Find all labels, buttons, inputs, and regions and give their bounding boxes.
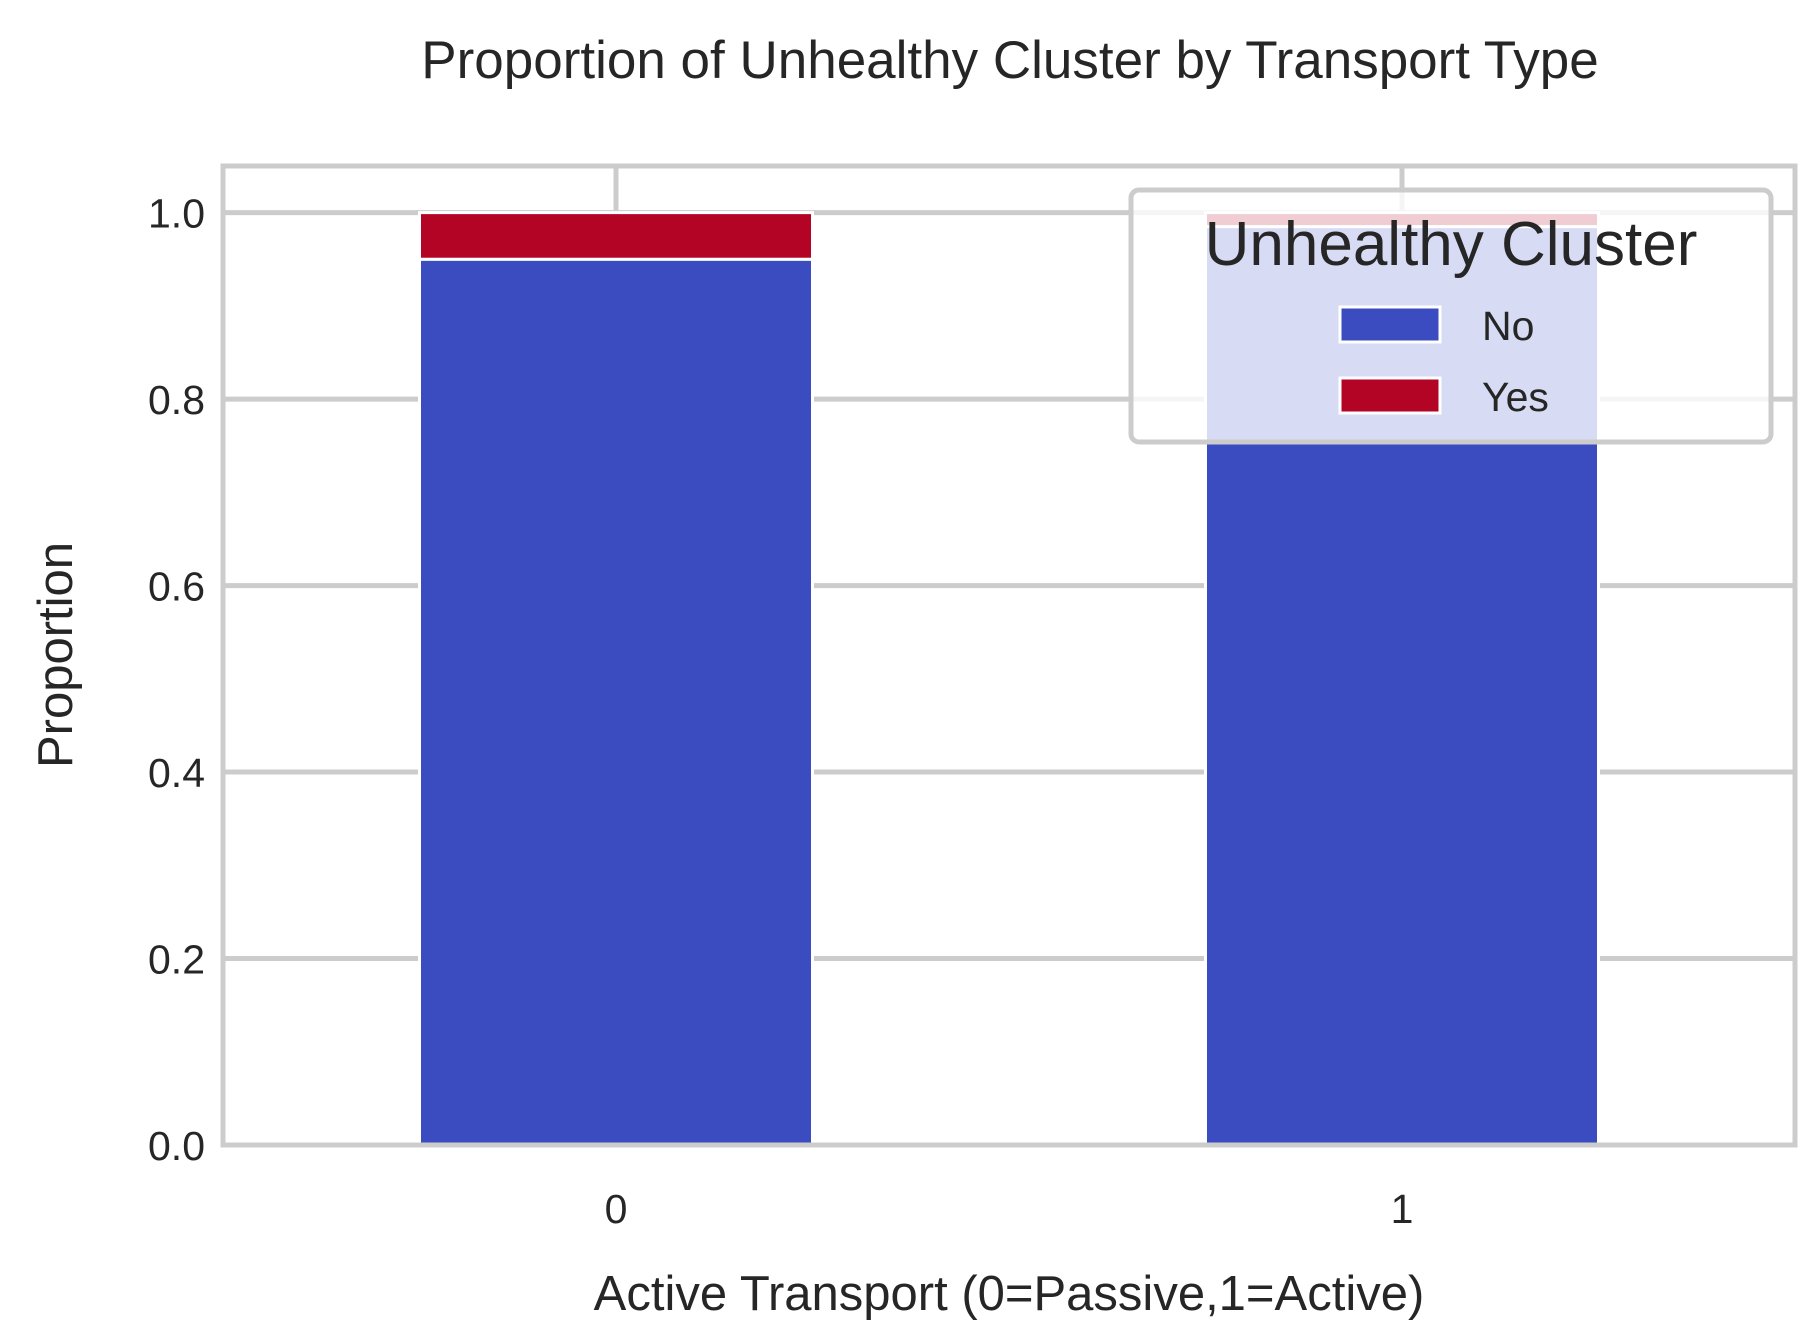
plot-frame [220,163,1798,1148]
bar-yes-0 [418,211,814,261]
legend-title: Unhealthy Cluster [1205,210,1698,279]
legend-frame [1128,187,1774,445]
x-tick-label: 1 [1391,1186,1414,1232]
legend-swatch-yes [1338,376,1442,415]
legend-swatch-no [1338,305,1442,344]
y-axis-label: Proportion [29,542,83,768]
y-tick-label: 0.8 [148,377,205,423]
legend-label-no: No [1482,303,1534,349]
x-axis-label: Active Transport (0=Passive,1=Active) [594,1267,1425,1321]
y-tick-label: 0.2 [148,937,205,983]
ticks-layer: 0.0 0.2 0.4 0.6 0.8 1.0 0 1 [148,191,1413,1232]
y-tick-label: 1.0 [148,191,205,237]
bar-no-0 [418,257,814,1147]
chart-title: Proportion of Unhealthy Cluster by Trans… [421,31,1598,90]
legend-label-yes: Yes [1482,374,1549,420]
legend: Unhealthy Cluster No Yes [1128,187,1774,445]
y-tick-label: 0.0 [148,1123,205,1169]
y-tick-label: 0.4 [148,750,205,796]
y-tick-label: 0.6 [148,564,205,610]
x-tick-label: 0 [605,1186,628,1232]
